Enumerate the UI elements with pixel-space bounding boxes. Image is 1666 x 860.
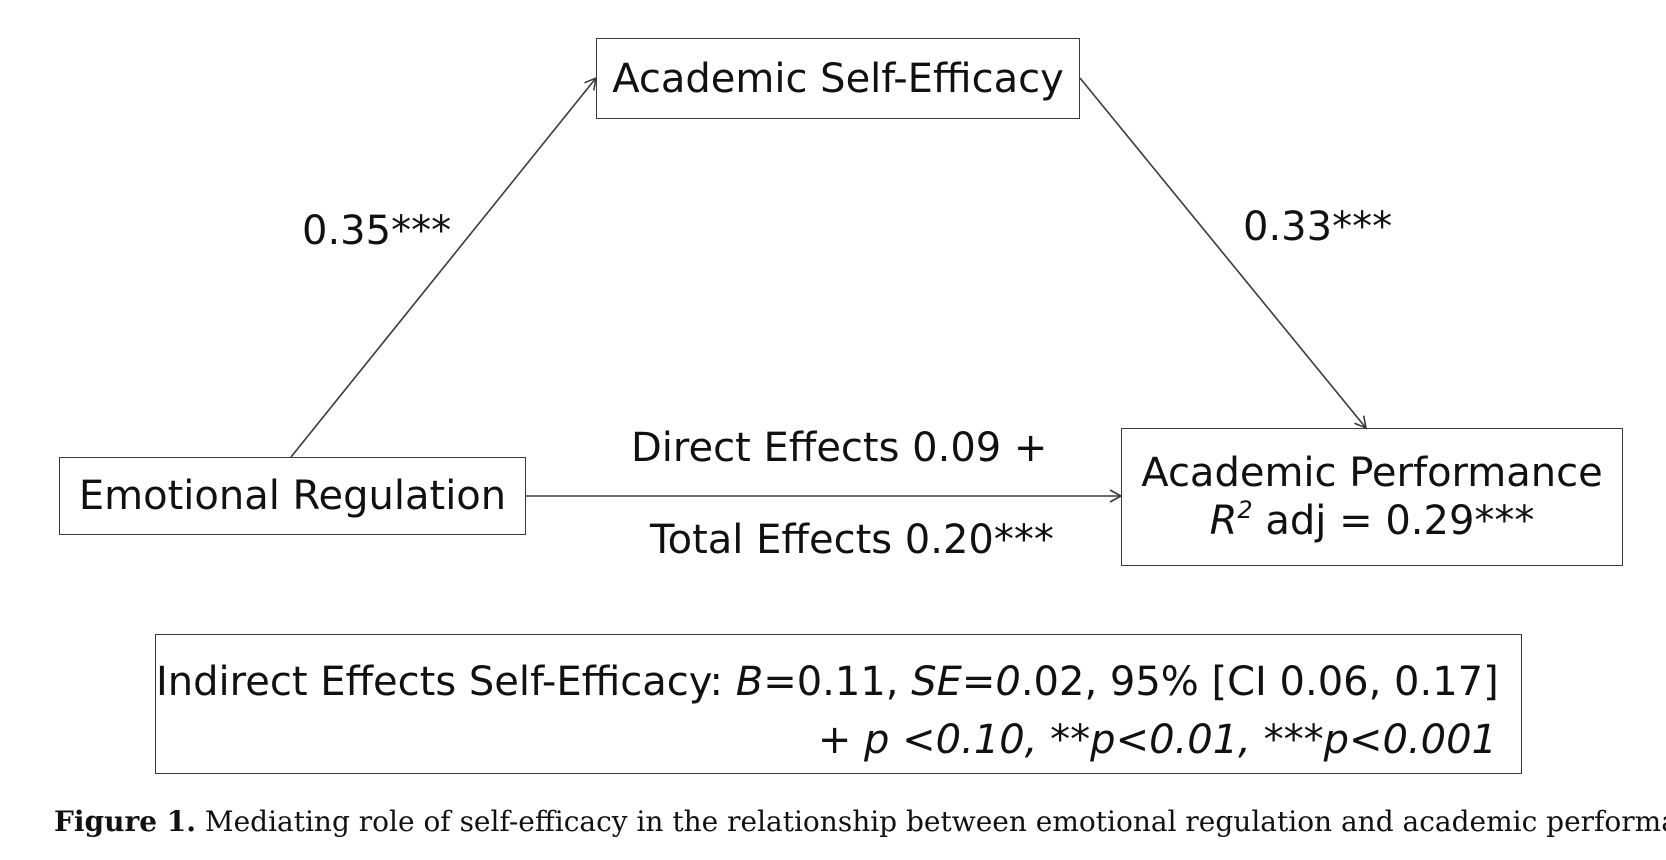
indirect-b-symbol: B — [735, 659, 764, 705]
indirect-b-value: =0.11, — [763, 659, 912, 705]
path-b-coefficient: 0.33*** — [1243, 204, 1393, 250]
r2-superscript: 2 — [1237, 496, 1253, 524]
direct-effects-label: Direct Effects 0.09 + — [631, 425, 1048, 471]
total-effects-label: Total Effects 0.20*** — [650, 517, 1054, 563]
mediator-node: Academic Self-Efficacy — [596, 38, 1080, 119]
mediator-label: Academic Self-Efficacy — [612, 55, 1064, 102]
path-a-coefficient: 0.35*** — [302, 208, 452, 254]
path-a-arrow — [290, 76, 598, 458]
r2-symbol: R — [1209, 498, 1238, 544]
indirect-se-value: .02, 95% [CI 0.06, 0.17] — [1020, 659, 1499, 705]
outcome-node: Academic Performance R2 adj = 0.29*** — [1121, 428, 1623, 566]
significance-note: + p <0.10, **p<0.01, ***p<0.001 — [817, 717, 1497, 763]
outcome-label: Academic Performance — [1141, 450, 1603, 496]
predictor-label: Emotional Regulation — [78, 473, 507, 519]
path-b-arrow — [1079, 77, 1368, 430]
indirect-effects-box: Indirect Effects Self-Efficacy: B=0.11, … — [155, 634, 1522, 774]
indirect-se-symbol: SE=0 — [911, 659, 1021, 705]
figure-caption: Figure 1. Mediating role of self-efficac… — [54, 808, 1666, 836]
indirect-effects-line: Indirect Effects Self-Efficacy: B=0.11, … — [156, 653, 1499, 711]
caption-text: Mediating role of self-efficacy in the r… — [196, 805, 1666, 838]
predictor-node: Emotional Regulation — [59, 457, 526, 535]
indirect-prefix: Indirect Effects Self-Efficacy: — [156, 659, 736, 705]
outcome-r2: R2 adj = 0.29*** — [1210, 497, 1535, 545]
r2-value: adj = 0.29*** — [1252, 498, 1535, 544]
caption-label: Figure 1. — [54, 805, 196, 838]
